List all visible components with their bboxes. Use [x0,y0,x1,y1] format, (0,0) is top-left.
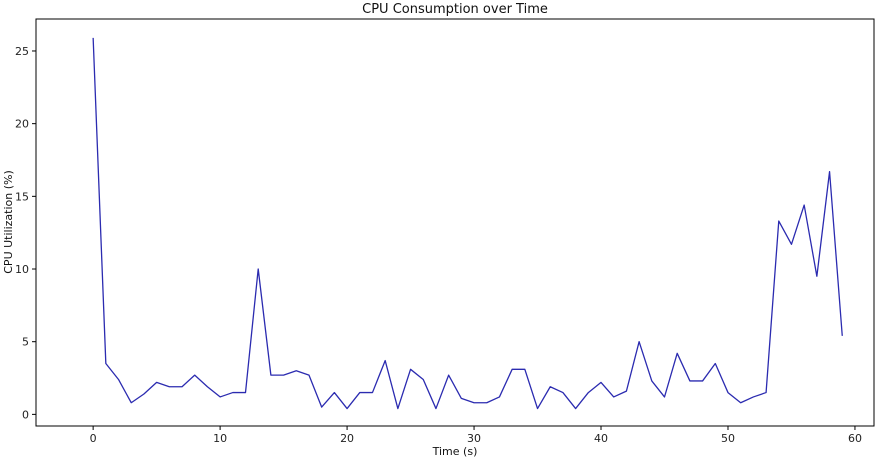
y-tick-label: 0 [22,408,29,421]
y-axis-label: CPU Utilization (%) [2,170,15,274]
y-axis: 0 5 10 15 20 25 [15,45,36,421]
y-tick-label: 20 [15,118,29,131]
x-tick-label: 40 [594,432,608,445]
plot-frame [35,18,875,427]
chart-title: CPU Consumption over Time [362,2,548,17]
y-tick-label: 15 [15,190,29,203]
cpu-utilization-line [92,37,843,410]
x-tick-label: 30 [467,432,481,445]
x-tick-label: 20 [340,432,354,445]
x-tick-label: 0 [90,432,97,445]
y-tick-label: 5 [22,336,29,349]
y-tick-label: 10 [15,263,29,276]
x-tick-label: 60 [848,432,862,445]
x-axis: 0 10 20 30 40 50 60 [90,426,862,445]
x-axis-label: Time (s) [432,445,478,458]
x-tick-label: 10 [213,432,227,445]
y-tick-label: 25 [15,45,29,58]
x-tick-label: 50 [721,432,735,445]
